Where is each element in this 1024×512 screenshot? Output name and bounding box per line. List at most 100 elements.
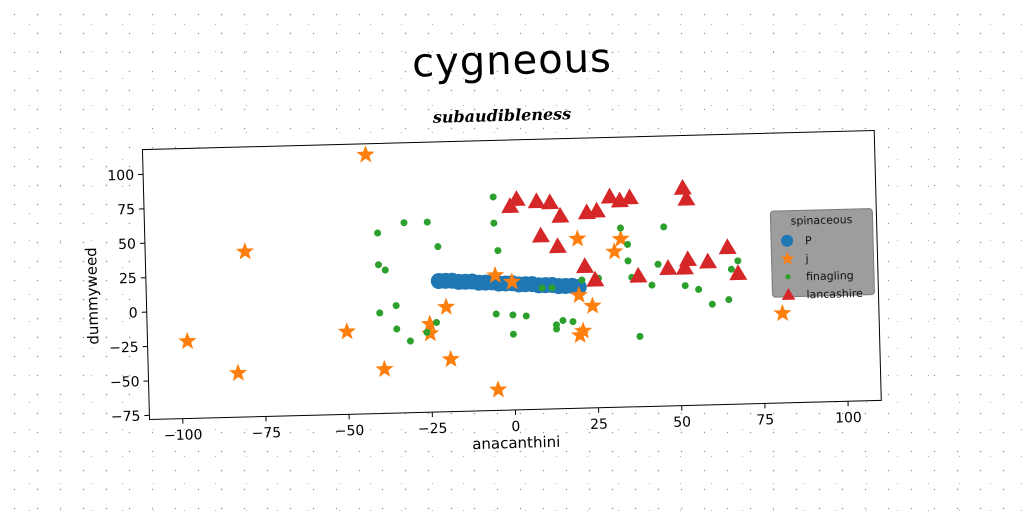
legend[interactable]: spinaceous Pj finagling lancashire — [769, 208, 875, 303]
data-point — [677, 189, 696, 206]
legend-label: lancashire — [806, 287, 863, 301]
legend-item: j — [780, 251, 809, 265]
data-point — [376, 309, 384, 317]
legend-box — [769, 208, 875, 298]
data-point — [502, 272, 521, 290]
data-point — [434, 243, 442, 251]
data-point — [553, 325, 561, 333]
data-point — [489, 193, 497, 201]
data-point — [600, 187, 619, 204]
data-point — [392, 302, 400, 310]
y-tick-label: 100 — [107, 168, 134, 185]
series-j-points — [178, 145, 792, 398]
data-point — [433, 318, 441, 326]
y-tick-label: −25 — [109, 340, 139, 357]
data-point — [559, 317, 567, 325]
data-point — [734, 257, 742, 265]
data-point — [374, 261, 382, 269]
data-point — [629, 266, 648, 283]
x-axis-ticks: −100 −75 −50 −25 0 25 50 75 100 — [164, 401, 862, 444]
data-point — [235, 242, 254, 260]
data-point — [374, 229, 382, 237]
data-point — [393, 325, 401, 333]
data-point — [636, 332, 644, 340]
x-tick-label: 25 — [590, 417, 608, 433]
data-point — [509, 311, 517, 319]
data-point — [229, 363, 248, 381]
legend-item: lancashire — [781, 287, 863, 301]
data-point — [486, 265, 505, 284]
data-point — [660, 223, 668, 231]
y-tick-label: 50 — [118, 237, 136, 253]
data-point — [509, 330, 517, 338]
legend-items: Pj finagling lancashire — [780, 234, 863, 301]
data-point — [681, 282, 689, 290]
data-point — [337, 322, 356, 340]
data-point — [648, 281, 656, 289]
legend-label: P — [805, 234, 812, 247]
data-point — [437, 297, 456, 315]
data-point — [620, 188, 639, 205]
data-point — [576, 257, 595, 274]
data-point — [578, 276, 586, 284]
data-point — [624, 240, 632, 248]
data-point — [492, 310, 500, 318]
data-point — [574, 321, 593, 339]
y-tick-label: 25 — [119, 271, 137, 287]
x-axis-label: anacanthini — [472, 433, 561, 453]
y-tick-label: −75 — [111, 409, 141, 426]
series-finagling-points — [374, 193, 742, 345]
data-point — [725, 296, 733, 304]
x-tick-label: −75 — [251, 425, 281, 442]
legend-marker — [781, 234, 794, 247]
data-marks — [178, 145, 792, 398]
legend-item: P — [781, 234, 812, 247]
data-point — [569, 285, 588, 304]
data-point — [423, 328, 431, 336]
data-point — [679, 250, 698, 267]
legend-marker — [780, 251, 795, 265]
y-axis-label: dummyweed — [82, 247, 103, 345]
legend-item: finagling — [785, 269, 854, 283]
data-point — [375, 359, 394, 378]
data-point — [659, 259, 678, 276]
data-point — [773, 303, 792, 322]
data-point — [541, 193, 560, 210]
data-point — [675, 258, 694, 275]
x-tick-label: −100 — [164, 427, 203, 444]
legend-marker — [785, 274, 791, 280]
data-point — [507, 190, 526, 207]
x-tick-label: 0 — [511, 419, 520, 435]
legend-label: finagling — [806, 269, 854, 283]
data-point — [729, 264, 748, 281]
data-point — [489, 380, 508, 398]
data-point — [551, 206, 570, 223]
data-point — [569, 318, 577, 326]
plot-group: −100 −75 −50 −25 0 25 50 75 100 −75 −50 −25 0 25 50 75… — [82, 129, 882, 453]
data-point — [616, 224, 624, 232]
data-point — [568, 229, 587, 247]
data-point — [527, 192, 546, 209]
data-point — [548, 284, 556, 292]
data-point — [708, 300, 716, 308]
data-point — [494, 247, 502, 255]
x-tick-label: 75 — [756, 412, 774, 428]
data-point — [356, 145, 375, 163]
series-lancashire-points — [501, 178, 748, 287]
data-point — [673, 178, 692, 195]
x-tick-label: 50 — [673, 414, 691, 430]
data-point — [441, 349, 460, 368]
legend-marker — [781, 288, 796, 301]
data-point — [548, 237, 567, 254]
data-point — [587, 201, 606, 218]
data-point — [583, 296, 602, 314]
data-point — [695, 285, 703, 293]
data-point — [605, 242, 624, 260]
data-point — [522, 312, 530, 320]
data-point — [654, 260, 662, 268]
y-tick-label: −50 — [110, 374, 140, 391]
data-point — [531, 226, 550, 243]
y-tick-label: 75 — [117, 202, 135, 218]
data-point — [423, 218, 431, 226]
data-point — [586, 270, 605, 287]
